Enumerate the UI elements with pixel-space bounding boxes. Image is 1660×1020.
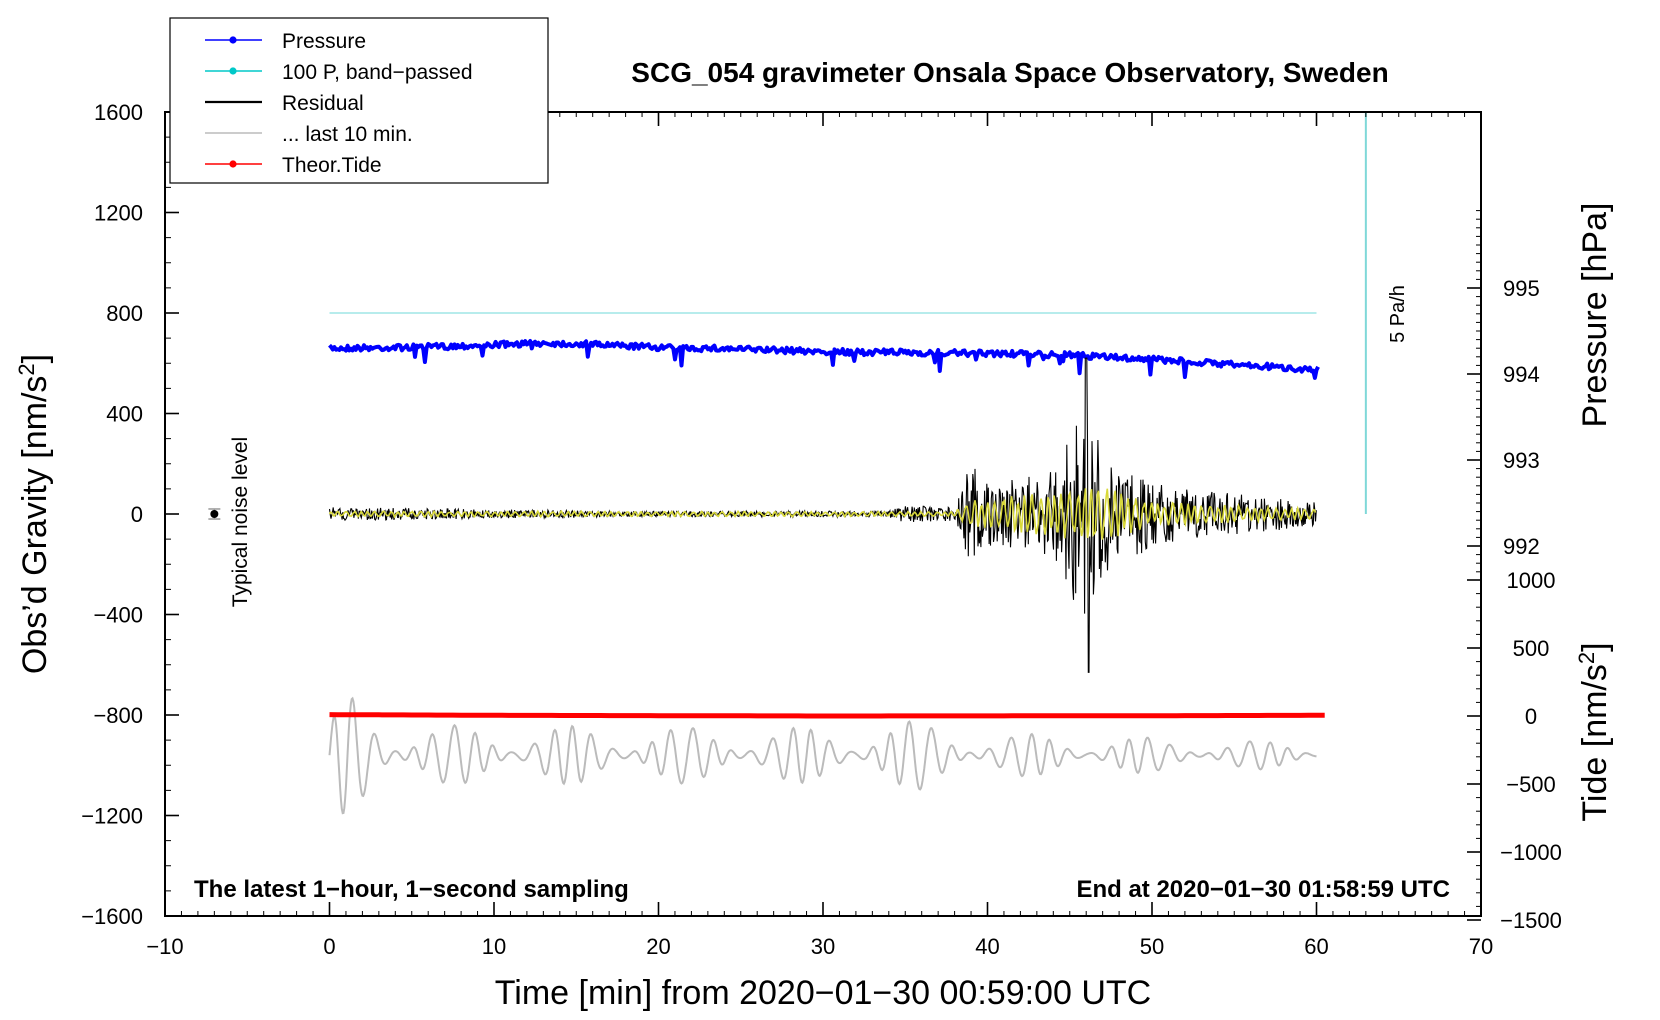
x-tick-label: 50 xyxy=(1140,934,1164,959)
tide-tick-label: 500 xyxy=(1513,636,1550,661)
pressure-tick-label: 993 xyxy=(1503,448,1540,473)
y-tick-label: 1600 xyxy=(94,100,143,125)
y-tick-label: −800 xyxy=(93,703,143,728)
noise-level-point xyxy=(210,510,219,518)
legend-label: Residual xyxy=(282,92,364,115)
tide-tick-label: 1000 xyxy=(1507,568,1556,593)
legend-label: ... last 10 min. xyxy=(282,123,413,146)
tide-line xyxy=(329,712,1325,719)
y-tick-label: 1200 xyxy=(94,201,143,226)
y-tick-label: 400 xyxy=(106,402,143,427)
noise-level-label: Typical noise level xyxy=(229,437,252,607)
y-tick-label: −1200 xyxy=(81,804,143,829)
tide-tick-label: −500 xyxy=(1506,772,1556,797)
legend-label: Theor.Tide xyxy=(282,154,382,177)
tide-tick-label: −1500 xyxy=(1500,908,1562,933)
pressure-tick-label: 992 xyxy=(1503,534,1540,559)
band-passed-residual-line xyxy=(328,488,1317,540)
annotation-latest-hour: The latest 1−hour, 1−second sampling xyxy=(194,876,629,903)
x-tick-label: −10 xyxy=(146,934,183,959)
x-tick-label: 60 xyxy=(1304,934,1328,959)
y-tick-label: −1600 xyxy=(81,904,143,929)
tide-tick-label: −1000 xyxy=(1500,840,1562,865)
pressure-rate-label: 5 Pa/h xyxy=(1387,285,1409,343)
annotation-end-time: End at 2020−01−30 01:58:59 UTC xyxy=(1076,876,1450,903)
legend-marker xyxy=(229,36,237,44)
y-axis-label-tide: Tide [nm/s2] xyxy=(1574,642,1614,821)
legend-marker xyxy=(229,67,237,75)
pressure-tick-label: 995 xyxy=(1503,276,1540,301)
x-tick-label: 10 xyxy=(482,934,506,959)
x-tick-label: 40 xyxy=(975,934,999,959)
x-tick-label: 70 xyxy=(1469,934,1493,959)
legend-marker xyxy=(229,160,237,168)
legend-label: 100 P, band−passed xyxy=(282,61,473,84)
y-tick-label: 0 xyxy=(131,502,143,527)
axis-layer: −10 0 10 20 30 40 50 60 70 1600 1200 800 400 0 −400 −80… xyxy=(81,100,1562,959)
x-tick-label: 30 xyxy=(811,934,835,959)
y-tick-label: −400 xyxy=(93,603,143,628)
last-10-min-line xyxy=(328,696,1317,815)
legend-label: Pressure xyxy=(282,30,366,53)
pressure-tick-label: 994 xyxy=(1503,362,1540,387)
residual-line xyxy=(328,357,1317,673)
x-tick-label: 20 xyxy=(646,934,670,959)
y-axis-label-pressure: Pressure [hPa] xyxy=(1576,203,1614,428)
series-layer xyxy=(208,112,1367,815)
x-tick-label: 0 xyxy=(323,934,335,959)
y-axis-label-left: Obs’d Gravity [nm/s2] xyxy=(14,354,54,674)
legend-box xyxy=(169,17,549,184)
legend: Pressure 100 P, band−passed Residual ... la… xyxy=(169,17,549,184)
tide-tick-label: 0 xyxy=(1525,704,1537,729)
chart-title: SCG_054 gravimeter Onsala Space Observat… xyxy=(631,57,1388,88)
y-tick-label: 800 xyxy=(106,301,143,326)
pressure-line xyxy=(328,339,1320,380)
x-axis-label: Time [min] from 2020−01−30 00:59:00 UTC xyxy=(495,974,1151,1012)
